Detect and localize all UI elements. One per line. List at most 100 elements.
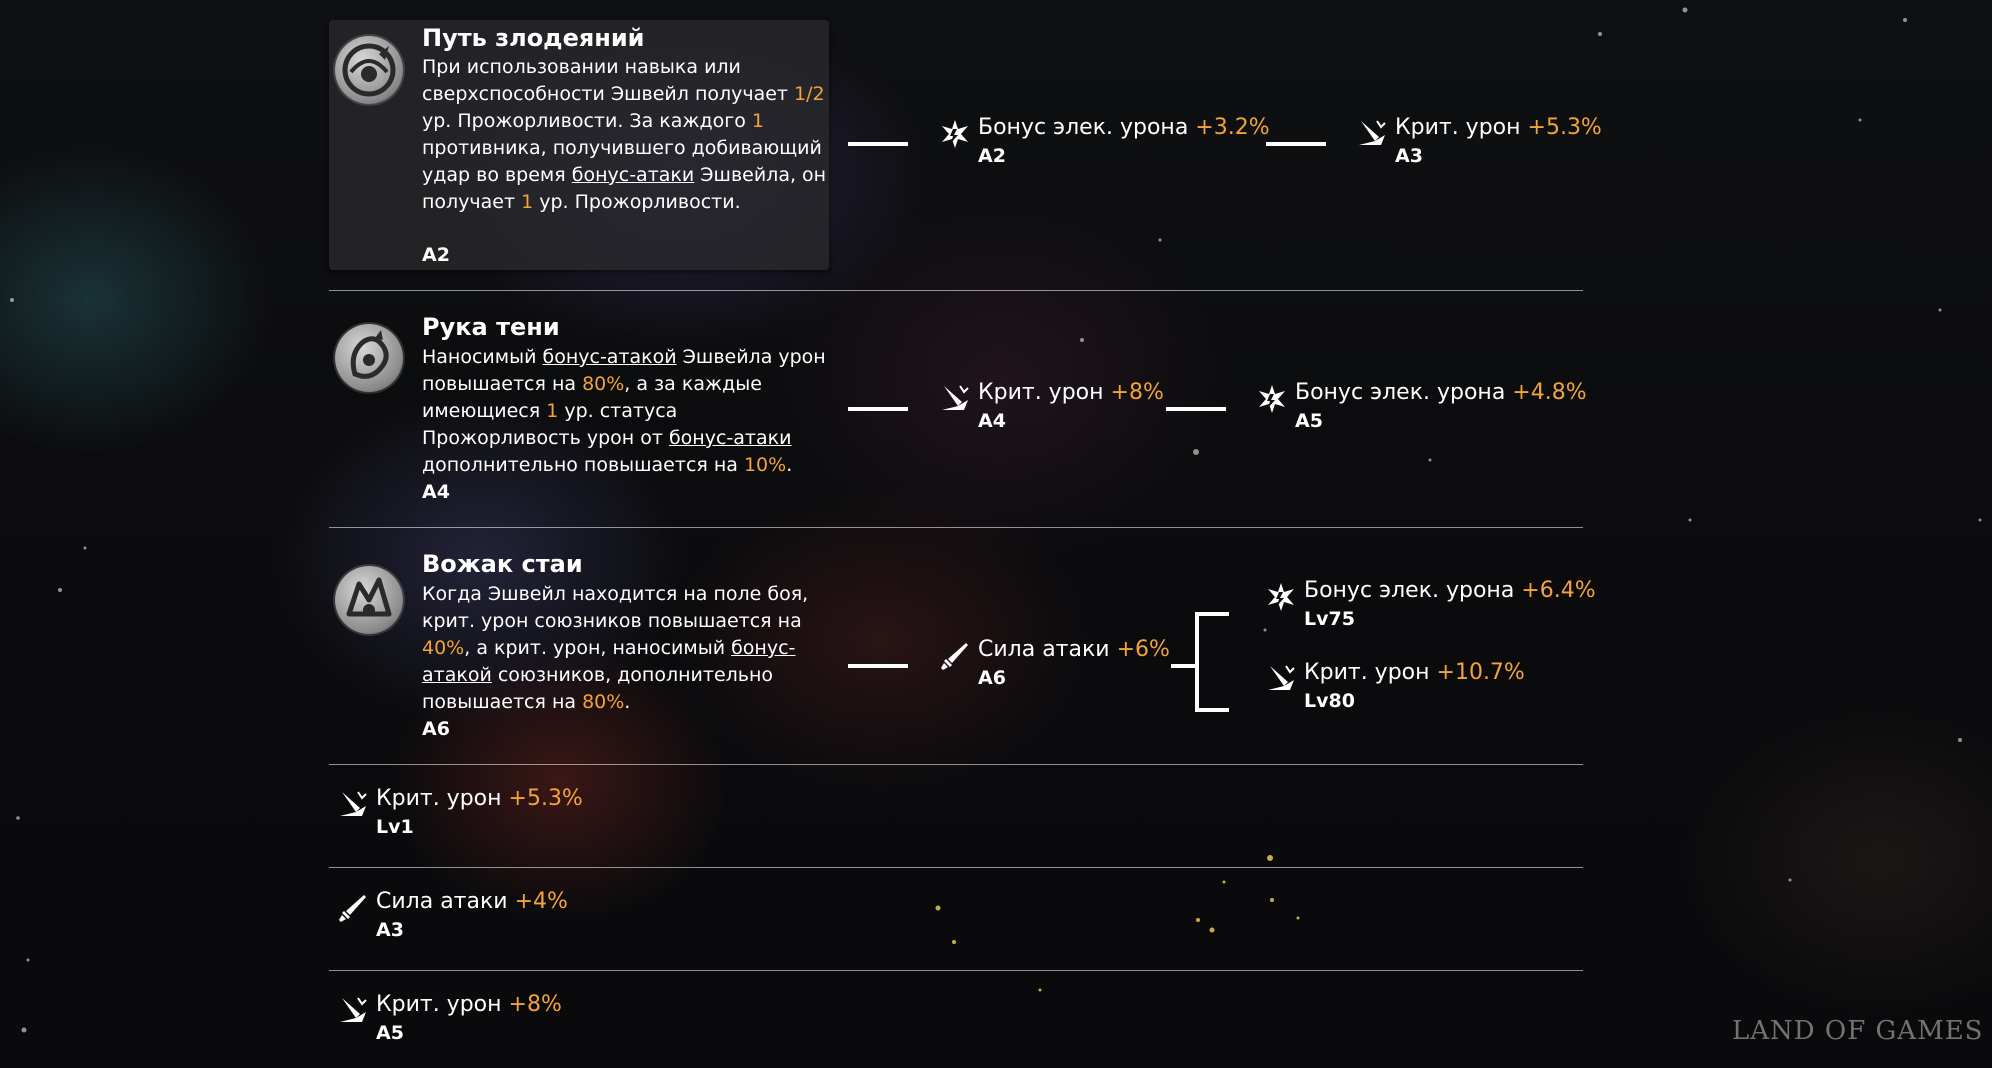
trace-title: Путь злодеяний	[422, 24, 645, 52]
description-text: ур. Прожорливости.	[533, 191, 741, 213]
connector-line	[1195, 612, 1229, 616]
keyword-link[interactable]: бонус-атаки	[571, 164, 695, 186]
stat-value: +6.4%	[1521, 578, 1596, 603]
description-text: Наносимый	[422, 346, 543, 368]
trace-card-1	[329, 20, 829, 270]
trace-description: При использовании навыка или сверхспособ…	[422, 54, 842, 216]
description-text: .	[624, 691, 631, 713]
stat-label: Крит. урон +8%	[978, 380, 1164, 405]
trace-description: Наносимый бонус-атакой Эшвейла урон повы…	[422, 344, 842, 479]
crit-damage-icon	[1355, 117, 1389, 151]
stat-level: A5	[376, 1022, 404, 1044]
stat-label: Сила атаки +4%	[376, 889, 568, 914]
stat-value: +8%	[508, 992, 562, 1017]
crit-damage-icon	[336, 788, 370, 822]
highlight-value: 1	[751, 110, 765, 132]
description-text: Эшвейла урон повышается на	[422, 346, 826, 395]
connector-line	[848, 664, 908, 668]
stat-level: A6	[978, 667, 1006, 689]
crit-damage-icon	[1264, 662, 1298, 696]
stat-name: Сила атаки	[376, 889, 515, 914]
keyword-link[interactable]: бонус-атаки	[668, 427, 792, 449]
shadow-hand-icon[interactable]	[335, 324, 403, 392]
stat-name: Крит. урон	[978, 380, 1111, 405]
keyword-link[interactable]: бонус-атакой	[422, 637, 796, 686]
stat-name: Бонус элек. урона	[1295, 380, 1513, 405]
devour-icon[interactable]	[335, 36, 403, 104]
stat-value: +6%	[1116, 637, 1170, 662]
trace-section-2: Рука тени Наносимый бонус-атакой Эшвейла…	[329, 311, 1587, 547]
stat-label: Бонус элек. урона +4.8%	[1295, 380, 1587, 405]
trace-level: A2	[422, 244, 450, 266]
highlight-value: 80%	[582, 373, 625, 395]
connector-line	[848, 407, 908, 411]
description-text: противника, получившего добивающий удар …	[422, 137, 822, 186]
elemental-damage-icon	[938, 117, 972, 151]
stat-value: +5.3%	[1527, 115, 1602, 140]
stat-value: +4.8%	[1512, 380, 1587, 405]
section-divider	[329, 970, 1583, 971]
stat-value: +3.2%	[1195, 115, 1270, 140]
stat-level: A3	[1395, 145, 1423, 167]
highlight-value: 1	[546, 400, 559, 422]
section-divider	[329, 764, 1583, 765]
trace-level: A6	[422, 718, 450, 740]
connector-line	[1266, 142, 1326, 146]
trace-section-1: Путь злодеяний При использовании навыка …	[329, 20, 1602, 290]
section-divider	[329, 290, 1583, 291]
stat-label: Крит. урон +8%	[376, 992, 562, 1017]
stat-label: Крит. урон +5.3%	[376, 786, 583, 811]
stat-label: Сила атаки +6%	[978, 637, 1170, 662]
keyword-link[interactable]: бонус-атакой	[542, 346, 677, 368]
connector-line	[1195, 708, 1229, 712]
trace-description: Когда Эшвейл находится на поле боя, крит…	[422, 581, 842, 716]
stat-value: +8%	[1110, 380, 1164, 405]
stat-level: A3	[376, 919, 404, 941]
watermark: LAND OF GAMES	[1732, 1016, 1984, 1046]
stat-level: Lv1	[376, 816, 414, 838]
pack-leader-icon[interactable]	[335, 566, 403, 634]
highlight-value: 1/2	[794, 83, 825, 105]
highlight-value: 80%	[582, 691, 625, 713]
stat-name: Крит. урон	[376, 786, 509, 811]
traces-panel: Путь злодеяний При использовании навыка …	[329, 20, 1602, 1068]
trace-section-3: Вожак стаи Когда Эшвейл находится на пол…	[329, 548, 1596, 784]
description-text: .	[786, 454, 793, 476]
crit-damage-icon	[336, 994, 370, 1028]
description-text: ур. Прожорливости. За каждого	[422, 110, 752, 132]
description-text: , а крит. урон, наносимый	[464, 637, 732, 659]
stat-value: +4%	[514, 889, 568, 914]
description-text: , а за каждые имеющиеся	[422, 373, 762, 422]
highlight-value: 1	[521, 191, 534, 213]
description-text: Эшвейла, он получает	[422, 164, 827, 213]
trace-level: A4	[422, 481, 450, 503]
stat-name: Крит. урон	[1395, 115, 1528, 140]
trace-title: Вожак стаи	[422, 550, 583, 578]
stat-value: +5.3%	[508, 786, 583, 811]
elemental-damage-icon	[1264, 580, 1298, 614]
stat-name: Крит. урон	[376, 992, 509, 1017]
stat-name: Сила атаки	[978, 637, 1117, 662]
description-text: Когда Эшвейл находится на поле боя, крит…	[422, 583, 809, 632]
section-divider	[329, 527, 1583, 528]
crit-damage-icon	[938, 382, 972, 416]
connector-line	[1171, 664, 1199, 668]
stat-name: Бонус элек. урона	[1304, 578, 1522, 603]
attack-icon	[938, 639, 972, 673]
description-text: дополнительно повышается на	[422, 454, 744, 476]
elemental-damage-icon	[1255, 382, 1289, 416]
stat-label: Крит. урон +10.7%	[1304, 660, 1525, 685]
connector-line	[848, 142, 908, 146]
section-divider	[329, 867, 1583, 868]
description-text: союзников, дополнительно повышается на	[422, 664, 774, 713]
stat-level: Lv80	[1304, 690, 1355, 712]
stat-label: Бонус элек. урона +3.2%	[978, 115, 1270, 140]
stat-level: A2	[978, 145, 1006, 167]
branch-connector	[1195, 612, 1199, 710]
stat-name: Крит. урон	[1304, 660, 1437, 685]
stat-level: A4	[978, 410, 1006, 432]
connector-line	[1166, 407, 1226, 411]
stat-label: Бонус элек. урона +6.4%	[1304, 578, 1596, 603]
stat-name: Бонус элек. урона	[978, 115, 1196, 140]
